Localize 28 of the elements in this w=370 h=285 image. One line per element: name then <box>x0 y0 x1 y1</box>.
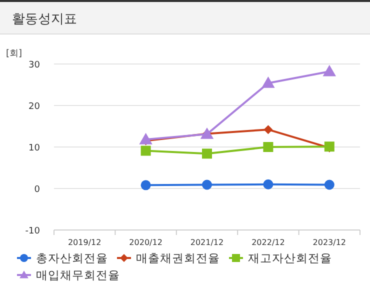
xtick: 2022/12 <box>252 238 285 247</box>
point <box>139 132 152 144</box>
point <box>263 179 274 190</box>
xtick: 2020/12 <box>129 238 162 247</box>
point <box>264 125 273 134</box>
point <box>262 76 275 88</box>
point <box>200 128 214 139</box>
legend-label: 매출채권회전율 <box>136 251 220 265</box>
xtick: 2021/12 <box>190 238 224 247</box>
point <box>140 146 151 156</box>
ytick: 10 <box>28 144 40 154</box>
ylabel: [회] <box>6 49 22 59</box>
point <box>202 148 212 159</box>
title: 활동성지표 <box>12 12 77 27</box>
ytick: 0 <box>34 185 40 195</box>
point <box>140 180 151 190</box>
point <box>324 180 334 190</box>
ytick: -10 <box>25 226 40 236</box>
point <box>263 142 274 152</box>
point <box>202 180 212 190</box>
xtick: 2019/12 <box>68 238 102 247</box>
point <box>322 64 336 76</box>
ytick: 30 <box>28 60 40 70</box>
legend-label: 매입채무회전율 <box>36 268 120 282</box>
legend-label: 재고자산회전율 <box>248 251 332 265</box>
legend-label: 총자산회전율 <box>36 251 108 265</box>
xtick: 2023/12 <box>312 238 346 247</box>
ytick: 20 <box>28 102 40 112</box>
